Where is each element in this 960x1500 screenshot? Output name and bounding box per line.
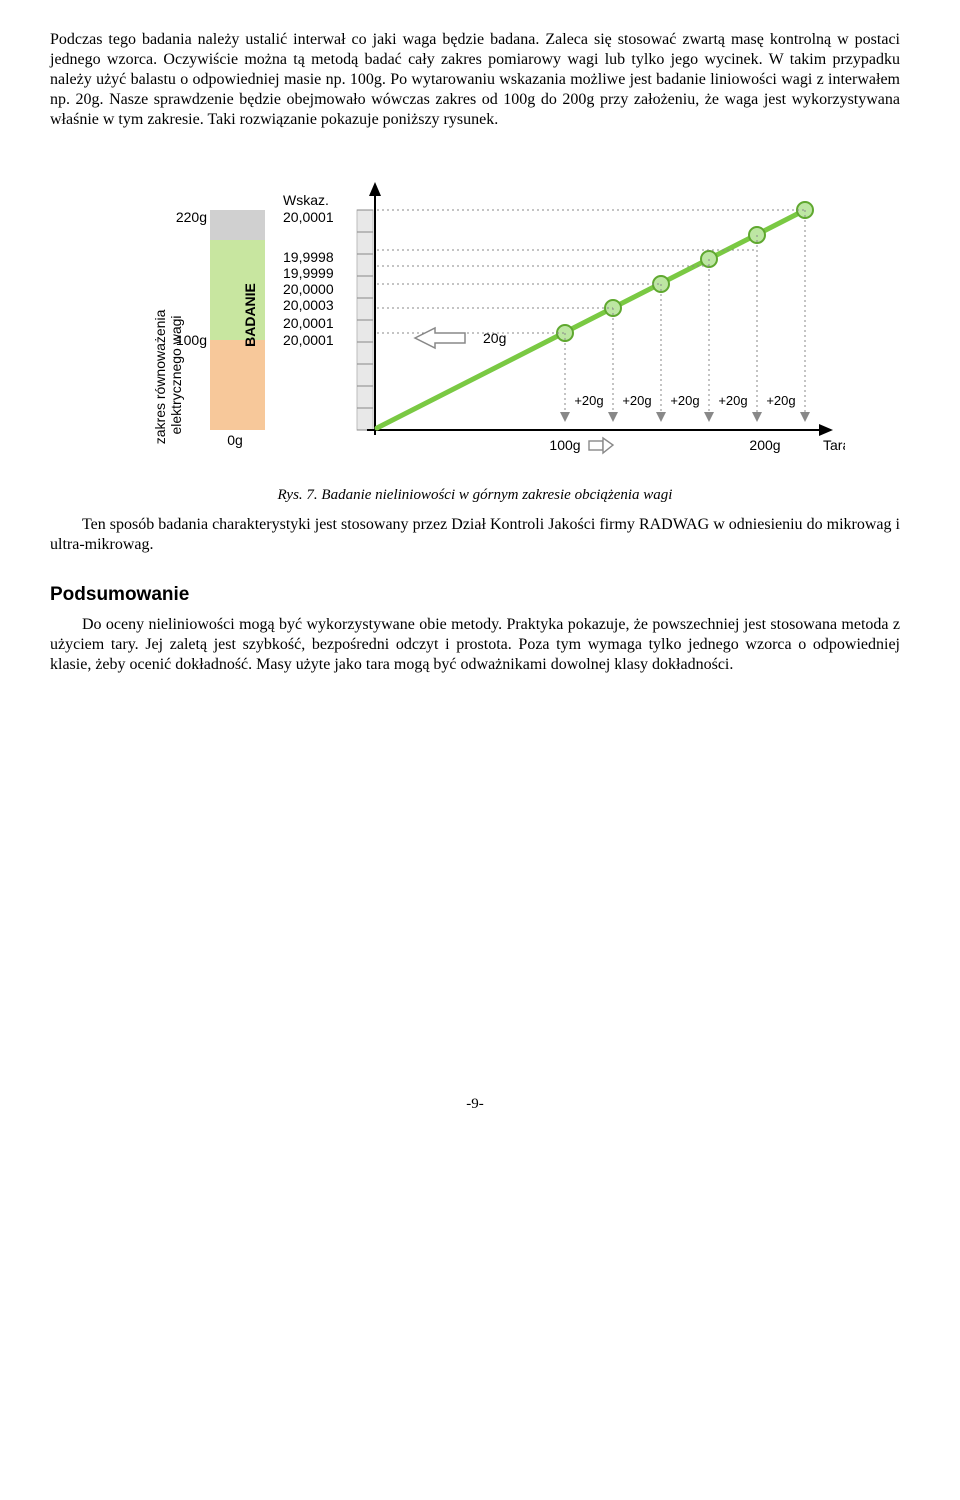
band-top [210, 210, 265, 240]
wskaz-header: Wskaz. [283, 192, 329, 208]
v-guide-arrows [560, 412, 810, 422]
wskaz-v5: 20,0001 [283, 315, 334, 331]
svg-text:20g: 20g [483, 330, 506, 346]
wskaz-v3: 20,0000 [283, 281, 334, 297]
paragraph-1: Podczas tego badania należy ustalić inte… [50, 30, 900, 130]
inc-3: +20g [718, 393, 747, 408]
inc-2: +20g [670, 393, 699, 408]
x-axis-arrow [819, 424, 833, 436]
tara-label: Tara [823, 437, 845, 453]
left-axis-label: zakres równoważenia elektrycznego wagi [152, 306, 184, 445]
paragraph-2: Ten sposób badania charakterystyki jest … [50, 515, 900, 555]
figure-caption: Rys. 7. Badanie nieliniowości w górnym z… [50, 486, 900, 505]
xlab-200: 200g [749, 437, 780, 453]
x-small-arrow [589, 438, 613, 453]
mark-220g: 220g [176, 209, 207, 225]
pointer-20g: 20g [415, 328, 506, 348]
mark-100g: 100g [176, 332, 207, 348]
figure-svg: zakres równoważenia elektrycznego wagi B… [105, 150, 845, 480]
badanie-label: BADANIE [242, 283, 258, 347]
wskaz-v0: 20,0001 [283, 209, 334, 225]
xlab-100: 100g [549, 437, 580, 453]
mark-0g: 0g [227, 432, 243, 448]
wskaz-v1: 19,9998 [283, 249, 334, 265]
page-number: -9- [50, 1095, 900, 1114]
figure-7: zakres równoważenia elektrycznego wagi B… [50, 150, 900, 505]
paragraph-3: Do oceny nieliniowości mogą być wykorzys… [50, 615, 900, 675]
wskaz-v2: 19,9999 [283, 265, 334, 281]
inc-0: +20g [574, 393, 603, 408]
wskaz-v6: 20,0001 [283, 332, 334, 348]
inc-4: +20g [766, 393, 795, 408]
y-axis-arrow [369, 182, 381, 196]
wskaz-v4: 20,0003 [283, 297, 334, 313]
inc-1: +20g [622, 393, 651, 408]
band-bottom [210, 340, 265, 430]
section-heading: Podsumowanie [50, 583, 900, 607]
h-guides [377, 210, 805, 333]
